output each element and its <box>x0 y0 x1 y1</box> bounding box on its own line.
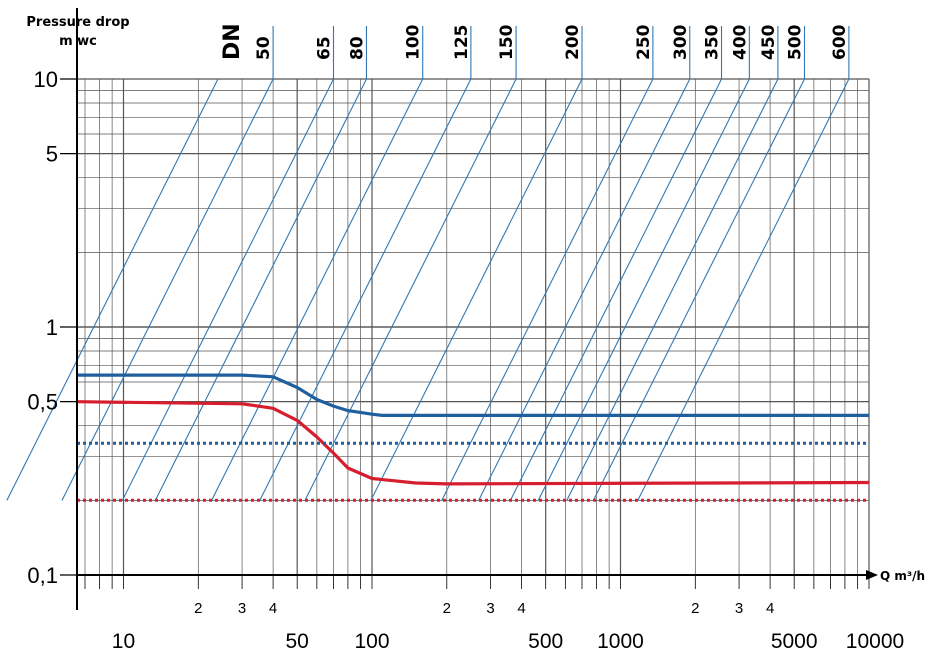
axes <box>60 8 878 610</box>
dn-title: DN <box>220 23 245 60</box>
x-major-tick-label: 100 <box>354 630 389 653</box>
dn-line <box>566 78 779 501</box>
x-major-tick-label: 10000 <box>846 630 904 653</box>
y-axis-title-line1: Pressure drop <box>26 15 129 30</box>
dn-label: 200 <box>563 24 583 60</box>
y-tick-label: 10 <box>34 67 58 92</box>
dn-label: 125 <box>452 25 472 61</box>
dn-line <box>259 78 472 501</box>
dn-line <box>61 78 274 501</box>
dn-label: 600 <box>830 24 850 60</box>
dn-line <box>478 78 691 501</box>
x-axis-arrow-icon <box>866 570 878 580</box>
x-minor-tick-label: 4 <box>269 600 277 617</box>
x-minor-tick-label: 3 <box>486 600 494 617</box>
series <box>76 373 870 502</box>
dn-line <box>509 78 723 501</box>
dn-line <box>6 78 219 501</box>
dn-line <box>121 78 334 501</box>
y-axis-title-line2: m wc <box>59 34 97 49</box>
series-curve <box>77 373 869 417</box>
grid <box>77 78 870 576</box>
dn-line <box>370 78 583 501</box>
y-tick-label: 5 <box>46 142 58 167</box>
x-minor-tick-label: 2 <box>691 600 699 617</box>
dn-label: 300 <box>671 24 691 60</box>
dn-label: 100 <box>404 24 424 60</box>
dn-label: 400 <box>730 24 750 60</box>
dn-line <box>537 78 750 501</box>
dn-label: 80 <box>347 36 367 60</box>
y-tick-label: 0,1 <box>27 563 58 588</box>
dn-label: 350 <box>703 24 723 60</box>
x-major-tick-label: 50 <box>286 630 309 653</box>
y-tick-label: 1 <box>46 315 58 340</box>
labels: Pressure drop m wc DN Q m³/h 50 65 80 100 12… <box>26 15 925 653</box>
x-major-tick-label: 1000 <box>597 630 644 653</box>
x-major-tick-label: 5000 <box>771 630 818 653</box>
x-minor-tick-label: 4 <box>766 600 774 617</box>
dn-label: 150 <box>497 24 517 60</box>
dn-label: 65 <box>315 36 335 60</box>
x-major-tick-label: 10 <box>112 630 135 653</box>
x-major-tick-label: 500 <box>528 630 563 653</box>
dn-line <box>592 78 805 501</box>
x-minor-tick-label: 3 <box>735 600 743 617</box>
x-minor-tick-label: 3 <box>238 600 246 617</box>
dn-line <box>637 78 850 501</box>
dn-lines <box>6 26 850 501</box>
dn-label: 50 <box>254 36 274 60</box>
dn-label: 450 <box>759 24 779 60</box>
x-minor-tick-label: 4 <box>517 600 525 617</box>
y-tick-label: 0,5 <box>27 390 58 415</box>
series-curve <box>76 400 870 486</box>
x-minor-tick-label: 2 <box>443 600 451 617</box>
dn-line <box>211 78 424 501</box>
dn-label: 250 <box>634 24 654 60</box>
dn-line <box>441 78 654 501</box>
dn-line <box>304 78 517 501</box>
x-axis-title: Q m³/h <box>880 569 925 583</box>
x-minor-tick-label: 2 <box>194 600 202 617</box>
dn-label: 500 <box>785 24 805 60</box>
dn-line <box>154 78 367 501</box>
